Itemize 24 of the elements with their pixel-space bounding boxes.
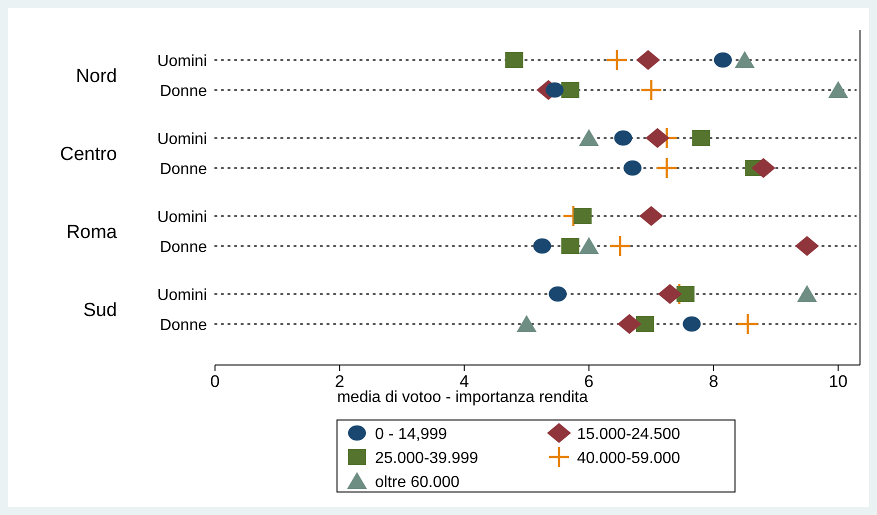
y-tick-label: Donne — [160, 161, 208, 178]
legend-label: 15.000-24.500 — [577, 426, 680, 443]
legend-label: 40.000-59.000 — [577, 450, 680, 467]
legend-label: 0 - 14,999 — [375, 426, 448, 443]
x-tick-label: 0 — [210, 372, 220, 391]
y-tick-label: Donne — [160, 317, 208, 334]
legend-label: 25.000-39.999 — [375, 450, 478, 467]
x-tick-label: 2 — [334, 372, 344, 391]
x-tick-label: 6 — [584, 372, 594, 391]
y-tick-label: Donne — [160, 83, 208, 100]
y-tick-label: Uomini — [157, 209, 207, 226]
legend-label: oltre 60.000 — [375, 474, 460, 491]
x-tick-label: 4 — [460, 372, 470, 391]
text: Centro — [60, 144, 117, 165]
text: Nord — [76, 66, 117, 87]
y-tick-label: Uomini — [157, 287, 207, 304]
x-axis-title: media di votoo - importanza rendita — [337, 389, 588, 406]
x-tick-label: 10 — [828, 372, 848, 391]
x-tick-label: 8 — [708, 372, 718, 391]
text: Sud — [83, 300, 117, 321]
y-tick-label: Uomini — [157, 131, 207, 148]
y-tick-label: Uomini — [157, 53, 207, 70]
y-tick-label: Donne — [160, 239, 208, 256]
text: Roma — [66, 222, 118, 243]
